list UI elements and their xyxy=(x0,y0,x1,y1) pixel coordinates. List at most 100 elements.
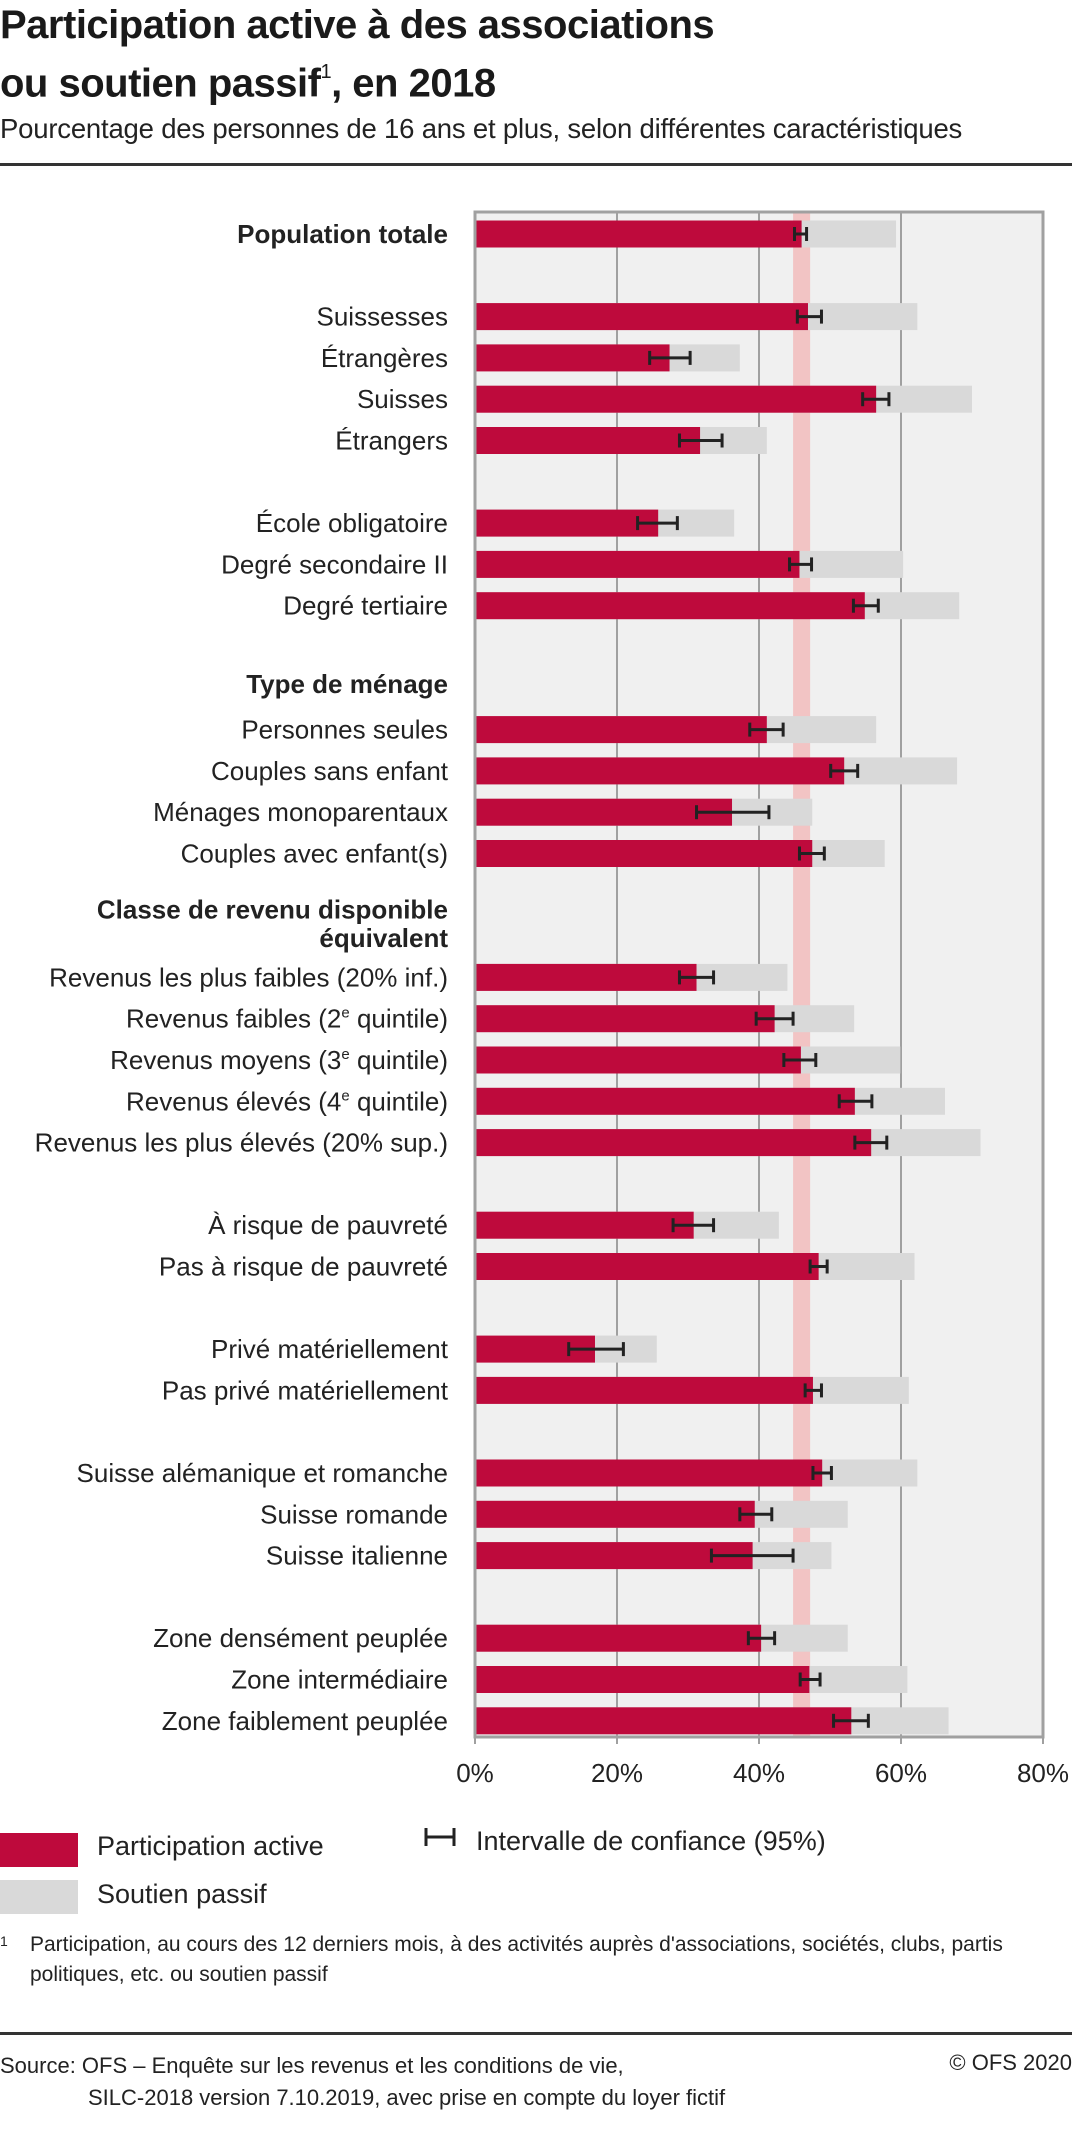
category-label-text: Suisses xyxy=(357,384,448,414)
category-label-tail: quintile) xyxy=(350,1045,448,1075)
bar-active xyxy=(475,757,845,785)
bar-active xyxy=(475,385,877,413)
category-label-text: Personnes seules xyxy=(241,715,448,745)
bar-active xyxy=(475,1129,872,1157)
bar-active xyxy=(475,303,808,331)
category-label: Revenus faibles (2e quintile) xyxy=(126,1004,448,1034)
legend-swatch-passive xyxy=(0,1880,78,1914)
category-label-tail: quintile) xyxy=(350,1004,448,1034)
category-label: Personnes seules xyxy=(241,715,448,745)
category-label-text: Privé matériellement xyxy=(211,1334,449,1364)
category-label: Suisse italienne xyxy=(266,1541,448,1571)
category-label-text: Ménages monoparentaux xyxy=(153,797,448,827)
category-label: Zone faiblement peuplée xyxy=(162,1706,448,1736)
title-line-2-tail: , en 2018 xyxy=(331,61,496,106)
category-label: Suissesses xyxy=(317,302,449,332)
category-label-text: équivalent xyxy=(319,923,448,953)
x-tick-label: 80% xyxy=(1017,1758,1069,1788)
category-label: Privé matériellement xyxy=(211,1334,449,1364)
bar-active xyxy=(475,220,802,248)
x-tick-label: 60% xyxy=(875,1758,927,1788)
x-axis: 0% 20% 40% 60% 80% xyxy=(456,1737,1069,1788)
category-label-text: Population totale xyxy=(237,219,448,249)
bar-chart: Population totale Suissesses Étrangères Sui… xyxy=(35,210,1069,1788)
bar-active xyxy=(475,1211,694,1239)
category-label: Couples sans enfant xyxy=(211,756,449,786)
source-line-1: Source: OFS – Enquête sur les revenus et… xyxy=(0,2053,624,2078)
title-line-2: ou soutien passif1, en 2018 xyxy=(0,51,1080,109)
category-labels: Population totale Suissesses Étrangères Sui… xyxy=(35,219,449,1736)
x-tick-label: 40% xyxy=(733,1758,785,1788)
category-label-text: Pas à risque de pauvreté xyxy=(159,1252,448,1282)
category-label: Revenus les plus faibles (20% inf.) xyxy=(49,962,448,992)
bar-active xyxy=(475,1253,819,1280)
chart-title: Participation active à des associations … xyxy=(0,0,1080,109)
category-label: Suisse alémanique et romanche xyxy=(77,1458,448,1488)
bottom-divider xyxy=(0,2032,1072,2035)
category-label-text: Pas privé matériellement xyxy=(162,1375,449,1405)
category-label-text: Suisse italienne xyxy=(266,1541,448,1571)
bar-active xyxy=(475,1046,801,1074)
chart-subtitle: Pourcentage des personnes de 16 ans et p… xyxy=(0,113,963,144)
footnote-text: Participation, au cours des 12 derniers … xyxy=(30,1933,1003,1986)
ci-legend-icon xyxy=(424,1828,456,1846)
bar-active xyxy=(475,798,733,826)
category-label-text: Suisse romande xyxy=(260,1499,448,1529)
category-label-text: Revenus moyens (3 xyxy=(110,1045,341,1075)
bar-active xyxy=(475,1707,852,1735)
legend-swatch-active xyxy=(0,1833,78,1867)
bar-active xyxy=(475,1376,813,1404)
bar-active xyxy=(475,344,670,372)
category-label: Degré secondaire II xyxy=(221,549,448,579)
category-label: Revenus moyens (3e quintile) xyxy=(110,1045,448,1075)
category-label-text: Revenus faibles (2 xyxy=(126,1004,341,1034)
bar-active xyxy=(475,1666,810,1693)
bars xyxy=(475,220,981,1735)
category-label-text: Suisse alémanique et romanche xyxy=(77,1458,448,1488)
group-header: Type de ménage xyxy=(246,669,448,699)
bar-active xyxy=(475,963,697,991)
bar-active xyxy=(475,1542,753,1570)
bar-active xyxy=(475,1500,755,1528)
source: Source: OFS – Enquête sur les revenus et… xyxy=(0,2050,725,2114)
bar-active xyxy=(475,550,800,578)
bar-active xyxy=(475,1459,823,1487)
category-label: Revenus élevés (4e quintile) xyxy=(126,1086,448,1116)
category-label-text: Couples sans enfant xyxy=(211,756,449,786)
legend-label-ci: Intervalle de confiance (95%) xyxy=(476,1826,826,1856)
title-line-2-main: ou soutien passif xyxy=(0,61,321,106)
category-label-text: Zone intermédiaire xyxy=(231,1665,448,1695)
category-label-sup: e xyxy=(341,1087,349,1104)
bar-active xyxy=(475,1087,855,1115)
source-line-2: SILC-2018 version 7.10.2019, avec prise … xyxy=(88,2085,726,2110)
category-label-sup: e xyxy=(341,1046,349,1063)
category-label-text: Zone faiblement peuplée xyxy=(162,1706,448,1736)
x-tick-label: 0% xyxy=(456,1758,494,1788)
category-label: À risque de pauvreté xyxy=(208,1210,448,1240)
footnote-marker: 1 xyxy=(0,1933,8,1949)
bar-active xyxy=(475,427,701,454)
category-label-sup: e xyxy=(341,1005,349,1022)
category-label-text: Revenus les plus élevés (20% sup.) xyxy=(35,1128,448,1158)
category-label: Degré tertiaire xyxy=(283,591,448,621)
category-label-text: Classe de revenu disponible xyxy=(97,894,448,924)
bar-active xyxy=(475,1624,762,1652)
bar-active xyxy=(475,840,813,867)
category-label: Étrangères xyxy=(321,343,448,373)
category-label-text: École obligatoire xyxy=(256,508,448,538)
title-line-1: Participation active à des associations xyxy=(0,3,715,47)
category-label-text: À risque de pauvreté xyxy=(208,1210,448,1240)
x-tick-label: 20% xyxy=(591,1758,643,1788)
category-label: Zone intermédiaire xyxy=(231,1665,448,1695)
category-label: Suisses xyxy=(357,384,448,414)
category-label: Pas à risque de pauvreté xyxy=(159,1252,448,1282)
group-header: équivalent xyxy=(319,923,448,953)
top-divider xyxy=(0,163,1072,166)
bar-active xyxy=(475,1005,775,1033)
category-label-text: Zone densément peuplée xyxy=(153,1623,448,1653)
category-label-text: Degré secondaire II xyxy=(221,549,448,579)
category-label-text: Étrangers xyxy=(335,426,448,456)
category-label-text: Suissesses xyxy=(317,302,449,332)
category-label-text: Revenus élevés (4 xyxy=(126,1086,341,1116)
category-label: Couples avec enfant(s) xyxy=(181,839,448,869)
